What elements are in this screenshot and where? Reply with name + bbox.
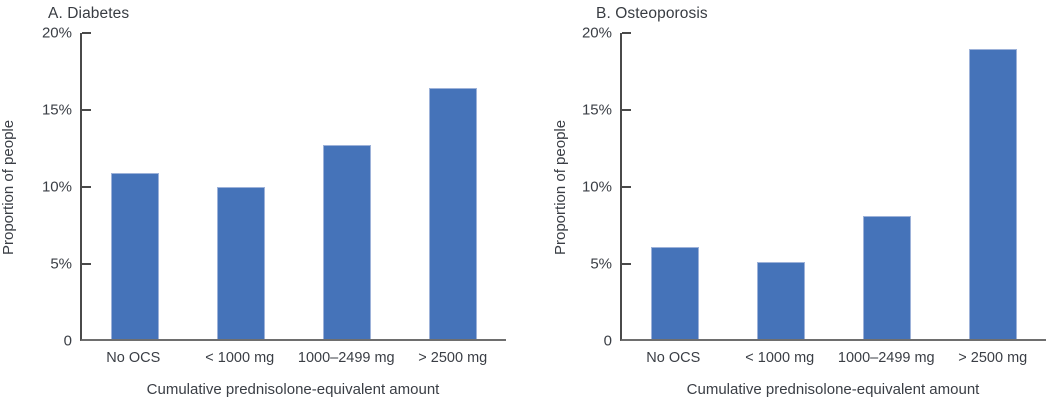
y-tick-mark <box>82 263 91 265</box>
bar <box>757 262 805 339</box>
bar <box>217 186 265 339</box>
y-tick-label: 20% <box>41 24 72 42</box>
bar-series <box>82 33 506 339</box>
bar <box>323 144 371 339</box>
y-tick-label: 20% <box>581 24 612 42</box>
x-tick-label: 1000–2499 mg <box>297 350 395 366</box>
y-tick-label: 5% <box>50 255 72 273</box>
y-tick-mark <box>82 186 91 188</box>
y-tick-mark <box>82 32 91 34</box>
plot-area: 20% 15% 10% 5% 0 <box>582 25 1046 350</box>
x-tick-label: 1000–2499 mg <box>837 350 935 366</box>
bar-slot <box>400 33 506 339</box>
bar <box>651 246 699 339</box>
bar <box>111 172 159 339</box>
y-tick-mark <box>622 263 631 265</box>
x-tick-label: > 2500 mg <box>958 350 1028 366</box>
y-tick-label: 0 <box>63 332 72 350</box>
panel-title: A. Diabetes <box>48 5 130 22</box>
y-tick-mark <box>622 109 631 111</box>
bar-slot <box>940 33 1046 339</box>
bar-slot <box>82 33 188 339</box>
y-tick-mark <box>622 186 631 188</box>
x-axis-category-labels: No OCS < 1000 mg 1000–2499 mg > 2500 mg <box>80 350 506 366</box>
y-tick-label: 10% <box>581 178 612 196</box>
y-axis-title: Proportion of people <box>0 119 17 255</box>
bar-slot <box>728 33 834 339</box>
y-tick-label: 5% <box>590 255 612 273</box>
x-tick-label: < 1000 mg <box>745 350 815 366</box>
plot-area: 20% 15% 10% 5% 0 <box>42 25 506 350</box>
bar <box>429 87 477 339</box>
chart-panel-osteoporosis: B. Osteoporosis Proportion of people 20%… <box>532 0 1064 402</box>
x-tick-label: No OCS <box>106 350 161 366</box>
y-axis-title: Proportion of people <box>552 119 569 255</box>
panel-title: B. Osteoporosis <box>596 5 708 22</box>
bar-slot <box>622 33 728 339</box>
bar-slot <box>834 33 940 339</box>
y-tick-label: 15% <box>41 101 72 119</box>
chart-panel-diabetes: A. Diabetes Proportion of people 20% 15% 1… <box>0 5 506 398</box>
x-axis-title: Cumulative prednisolone-equivalent amoun… <box>686 381 980 398</box>
x-tick-label: No OCS <box>646 350 701 366</box>
bar-series <box>622 33 1046 339</box>
y-tick-mark <box>82 109 91 111</box>
x-tick-label: > 2500 mg <box>418 350 488 366</box>
x-tick-label: < 1000 mg <box>205 350 275 366</box>
bar-slot <box>188 33 294 339</box>
x-axis-title: Cumulative prednisolone-equivalent amoun… <box>146 381 440 398</box>
x-axis-category-labels: No OCS < 1000 mg 1000–2499 mg > 2500 mg <box>620 350 1046 366</box>
bar <box>863 215 911 339</box>
y-tick-label: 15% <box>581 101 612 119</box>
bar <box>969 49 1017 339</box>
y-tick-mark <box>622 32 631 34</box>
bar-slot <box>294 33 400 339</box>
y-tick-label: 0 <box>603 332 612 350</box>
y-tick-label: 10% <box>41 178 72 196</box>
